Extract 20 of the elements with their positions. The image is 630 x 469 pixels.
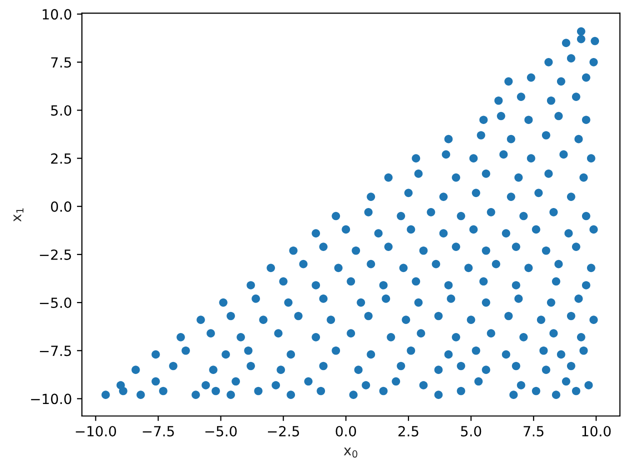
y-tick-label: −7.5 <box>40 346 71 356</box>
y-tick-label: 5.0 <box>51 105 72 116</box>
x-tick-label: 0.0 <box>336 426 356 436</box>
y-tick-label: 0.0 <box>51 201 72 212</box>
x-tick-label: 2.5 <box>398 426 418 436</box>
x-tick-label: 7.5 <box>524 426 544 436</box>
y-tick-label: 10.0 <box>42 9 72 20</box>
x-axis-title: x$_{0}$ <box>344 448 358 458</box>
y-axis-title: x$_{1}$ <box>14 208 24 222</box>
y-tick-label: −10.0 <box>31 394 72 404</box>
x-tick-label: −7.5 <box>142 426 174 436</box>
x-tick-label: 5.0 <box>461 426 482 436</box>
y-tick-label: −2.5 <box>40 249 71 260</box>
y-tick-label: 2.5 <box>51 153 71 164</box>
y-tick-label: 7.5 <box>51 57 71 68</box>
x-tick-label: −2.5 <box>268 426 299 436</box>
x-tick-label: −5.0 <box>205 426 237 436</box>
y-tick-label: −5.0 <box>40 298 72 308</box>
x-tick-label: 10.0 <box>582 426 611 436</box>
x-tick-label: −10.0 <box>76 426 116 436</box>
